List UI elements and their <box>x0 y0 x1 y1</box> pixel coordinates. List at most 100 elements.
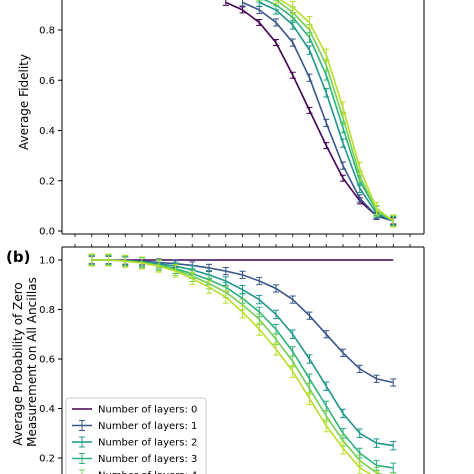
data-point <box>306 106 313 114</box>
ytick-label: 0.8 <box>39 26 55 37</box>
legend-box <box>65 397 207 474</box>
legend-label: Number of layers: 2 <box>98 438 197 449</box>
data-point <box>323 118 330 128</box>
data-point <box>256 18 263 26</box>
ytick-label: 0.4 <box>39 126 55 137</box>
panel-b-ylabel: Average Probability of Zero Measurement … <box>11 277 39 447</box>
data-point <box>139 256 145 270</box>
series-line-3 <box>263 0 394 222</box>
data-point <box>340 161 346 170</box>
data-point <box>340 101 346 115</box>
legend-entry: Number of layers: 1 <box>72 420 197 432</box>
panel-b-series <box>88 253 397 474</box>
data-point <box>222 290 229 304</box>
ytick-label: 0.8 <box>39 305 55 316</box>
data-point <box>239 0 246 7</box>
panel-b-axes <box>61 246 425 474</box>
data-point <box>239 6 246 14</box>
data-point <box>239 270 246 279</box>
data-point <box>323 419 330 433</box>
data-point <box>273 284 279 293</box>
panel-b-yticks: 0.2 0.4 0.6 0.8 1.0 <box>39 256 62 465</box>
data-point <box>172 264 179 278</box>
legend-label: Number of layers: 4 <box>98 471 197 474</box>
data-point <box>390 440 397 451</box>
data-point <box>273 0 279 4</box>
data-point <box>373 438 380 448</box>
data-point <box>323 381 330 391</box>
data-point <box>273 309 279 320</box>
data-point <box>256 294 263 305</box>
ytick-label: 0.2 <box>39 454 55 465</box>
data-point <box>340 174 346 182</box>
data-point <box>340 348 346 357</box>
data-point <box>356 461 363 474</box>
series-line-5 <box>278 0 394 222</box>
legend-entry: Number of layers: 4 <box>79 469 197 474</box>
data-point <box>222 267 229 276</box>
data-point <box>306 354 313 364</box>
ytick-label: 0.6 <box>39 76 55 87</box>
data-point <box>390 214 397 228</box>
data-point <box>289 71 296 79</box>
data-point <box>206 280 212 294</box>
panel-a-ylabel: Average Fidelity <box>17 54 31 150</box>
data-point <box>356 428 363 438</box>
ytick-label: 1.0 <box>39 256 55 267</box>
legend-label: Number of layers: 0 <box>98 405 197 416</box>
data-point <box>323 142 330 150</box>
legend-entry: Number of layers: 2 <box>72 436 197 449</box>
data-point <box>222 0 229 6</box>
series-line-2 <box>258 1 394 222</box>
data-point <box>373 201 380 215</box>
ytick-label: 0.2 <box>39 176 55 187</box>
data-point <box>289 364 296 378</box>
panel-b-ylabel-line2: Measurement on All Ancillas <box>25 277 39 447</box>
panel-b-label: (b) <box>6 248 30 266</box>
data-point <box>289 0 296 14</box>
data-point <box>122 254 129 268</box>
data-point <box>273 342 279 356</box>
data-point <box>356 161 363 175</box>
data-point <box>323 330 330 339</box>
data-point <box>306 311 313 320</box>
ytick-label: 0.4 <box>39 404 55 415</box>
panel-a: Average Fidelity 0.0 0.2 0.4 0.6 0.8 <box>17 0 425 238</box>
data-point <box>356 364 363 373</box>
data-point <box>105 253 112 267</box>
series-line-1 <box>242 1 394 222</box>
ytick-label: 0.6 <box>39 355 55 366</box>
panel-a-axes <box>61 0 425 235</box>
data-point <box>323 48 330 62</box>
data-point <box>273 18 279 27</box>
legend-label: Number of layers: 1 <box>98 421 197 432</box>
data-point <box>289 329 296 339</box>
data-point <box>390 471 397 474</box>
legend-label: Number of layers: 3 <box>98 454 197 465</box>
data-point <box>356 194 363 203</box>
panel-b-ylabel-line1: Average Probability of Zero <box>11 282 25 445</box>
data-point <box>373 374 380 383</box>
data-point <box>306 73 313 82</box>
panel-a-yticks: 0.0 0.2 0.4 0.6 0.8 <box>39 26 62 238</box>
data-point <box>239 285 246 295</box>
panel-b-legend: Number of layers: 0 Number of layers: 1 Nu… <box>65 397 207 474</box>
data-point <box>289 38 296 47</box>
panel-b: (b) Average Probability of Zero Measurem… <box>6 244 425 474</box>
legend-entry: Number of layers: 3 <box>72 453 197 465</box>
ytick-label: 0.0 <box>39 227 55 238</box>
series-line-4 <box>273 0 394 222</box>
data-point <box>289 295 296 304</box>
data-point <box>239 305 246 319</box>
data-point <box>306 392 313 406</box>
data-point <box>189 272 196 286</box>
data-point <box>306 45 313 55</box>
panel-a-series <box>222 0 397 228</box>
data-point <box>323 88 330 98</box>
data-point <box>340 408 346 419</box>
data-point <box>256 276 263 286</box>
data-point <box>256 322 263 336</box>
legend-entry: Number of layers: 0 <box>72 405 197 416</box>
data-point <box>306 15 313 29</box>
